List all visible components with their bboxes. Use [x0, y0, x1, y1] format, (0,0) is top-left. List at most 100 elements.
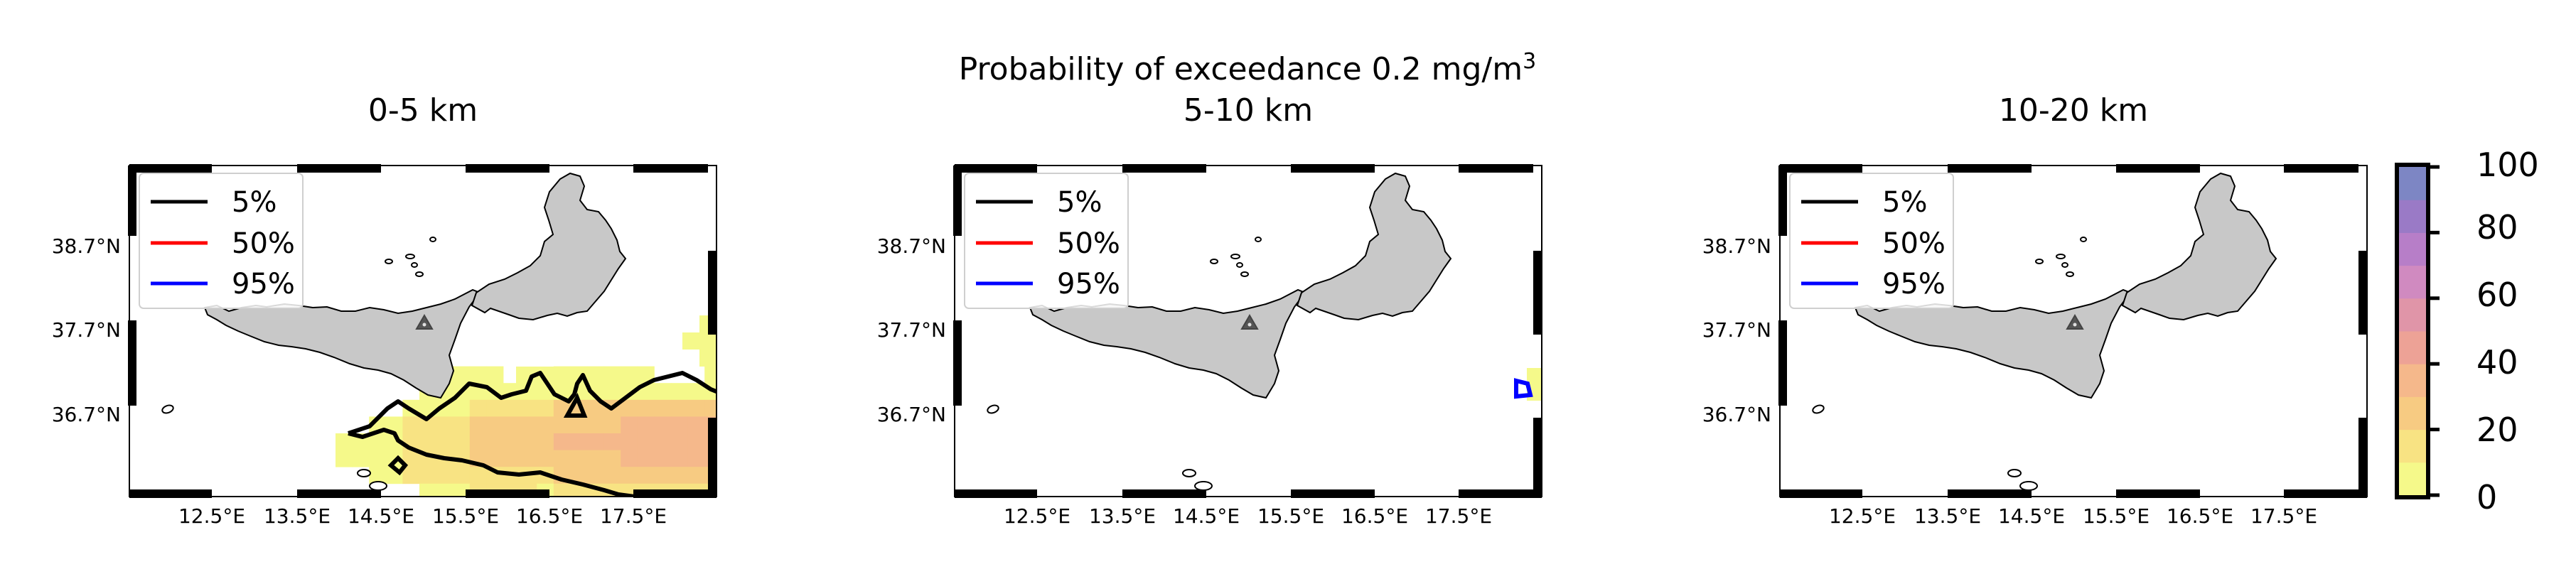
colorbar-ticks	[2428, 165, 2440, 497]
heat-cell	[621, 467, 638, 484]
heat-cell	[453, 366, 471, 384]
colorbar-segment	[2399, 232, 2426, 266]
land-mass	[161, 172, 627, 491]
heat-cell	[687, 450, 705, 467]
heat-cell	[637, 399, 655, 417]
heat-cell	[537, 450, 554, 467]
heat-cell	[637, 467, 655, 484]
heat-cell	[671, 399, 688, 417]
colorbar: 0 20 40 60 80 100	[2395, 146, 2539, 516]
heat-cell	[352, 450, 370, 467]
svg-text:37.7°N: 37.7°N	[877, 318, 946, 342]
heat-cell	[654, 450, 672, 467]
heat-cell	[570, 433, 588, 450]
heat-cell	[537, 433, 554, 450]
colorbar-segment	[2399, 265, 2426, 299]
heat-cell	[486, 433, 504, 450]
heat-cell	[603, 467, 621, 484]
heat-cell	[603, 416, 621, 434]
svg-text:36.7°N: 36.7°N	[52, 403, 121, 426]
heat-cell	[699, 350, 717, 367]
heat-cell	[603, 450, 621, 467]
sicily	[1029, 288, 1306, 399]
volcano-marker-etna	[415, 314, 434, 330]
colorbar-label-60: 60	[2476, 276, 2518, 314]
map-panel-10-20km: 5% 50% 95% 38.7°N 37.7°N 36.7°N 12.5°E 1…	[1702, 164, 2368, 528]
volcano-marker-etna	[2066, 314, 2084, 330]
heat-cell	[699, 332, 717, 350]
svg-text:16.5°E: 16.5°E	[2167, 504, 2233, 528]
heat-cell	[654, 467, 672, 484]
heat-cell	[553, 433, 571, 450]
heat-cell	[603, 383, 621, 401]
heat-cell	[520, 399, 537, 417]
heat-cell	[469, 366, 487, 384]
contour-5pct-lower	[348, 428, 640, 497]
svg-text:17.5°E: 17.5°E	[2250, 504, 2317, 528]
heat-cell	[402, 416, 420, 434]
heat-cell	[570, 416, 588, 434]
heat-cell	[436, 483, 454, 497]
heat-cell	[704, 399, 717, 417]
svg-text:13.5°E: 13.5°E	[264, 504, 331, 528]
svg-text:12.5°E: 12.5°E	[1004, 504, 1070, 528]
map-panel-0-5km: 5% 50% 95% 38.7°N 37.7°N 36.7°N 12.5°E 1…	[52, 164, 717, 528]
colorbar-segment	[2399, 331, 2426, 364]
heat-cell	[587, 366, 604, 384]
legend-label-5pct: 5%	[1057, 186, 1102, 219]
legend-label-95pct: 95%	[1057, 268, 1120, 300]
heat-cell	[603, 366, 621, 384]
heat-cell	[469, 433, 487, 450]
heat-cell	[603, 433, 621, 450]
heat-cell	[654, 399, 672, 417]
y-tick-labels: 38.7°N 37.7°N 36.7°N	[877, 234, 946, 426]
contour-5pct	[348, 371, 717, 435]
legend: 5% 50% 95%	[139, 173, 304, 309]
svg-text:14.5°E: 14.5°E	[1998, 504, 2065, 528]
heat-cell	[687, 433, 705, 450]
svg-text:37.7°N: 37.7°N	[52, 318, 121, 342]
svg-text:15.5°E: 15.5°E	[1257, 504, 1324, 528]
contour-5pct-island-1	[387, 455, 409, 476]
heat-cell	[587, 450, 604, 467]
heat-cell	[453, 467, 471, 484]
colorbar-label-100: 100	[2476, 146, 2539, 184]
heat-cell	[587, 433, 604, 450]
heat-cell	[550, 367, 567, 384]
heat-cell	[453, 416, 471, 434]
svg-text:16.5°E: 16.5°E	[516, 504, 583, 528]
heat-cell	[553, 483, 571, 497]
heat-cell	[621, 433, 638, 450]
heat-cell	[486, 399, 504, 417]
colorbar-segment	[2399, 396, 2426, 430]
heat-cell	[687, 467, 705, 484]
y-tick-labels: 38.7°N 37.7°N 36.7°N	[1702, 234, 1771, 426]
heat-cell	[469, 416, 487, 434]
colorbar-label-0: 0	[2476, 478, 2497, 516]
heat-cell	[336, 433, 353, 450]
legend-label-50pct: 50%	[232, 227, 295, 260]
heat-cell	[671, 383, 688, 401]
colorbar-segment	[2399, 167, 2426, 200]
heat-cell	[671, 416, 688, 434]
map-panel-5-10km: 5% 50% 95% 38.7°N 37.7°N 36.7°N 12.5°E 1…	[877, 164, 1542, 528]
heat-cell	[654, 433, 672, 450]
heat-cell	[436, 433, 454, 450]
heat-cell	[537, 416, 554, 434]
svg-text:36.7°N: 36.7°N	[877, 403, 946, 426]
map-border-ticks	[1778, 164, 2367, 498]
heat-cell	[520, 433, 537, 450]
map-border-ticks	[953, 164, 1542, 498]
heat-cell	[637, 416, 655, 434]
colorbar-label-80: 80	[2476, 208, 2518, 247]
heat-cell	[621, 399, 638, 417]
heat-cell	[553, 450, 571, 467]
legend-label-95pct: 95%	[232, 268, 295, 300]
legend-label-50pct: 50%	[1882, 227, 1946, 260]
colorbar-segment	[2399, 200, 2426, 233]
colorbar-segment	[2399, 462, 2426, 496]
heat-cell	[621, 450, 638, 467]
svg-text:38.7°N: 38.7°N	[877, 234, 946, 258]
heat-cell	[469, 467, 487, 484]
